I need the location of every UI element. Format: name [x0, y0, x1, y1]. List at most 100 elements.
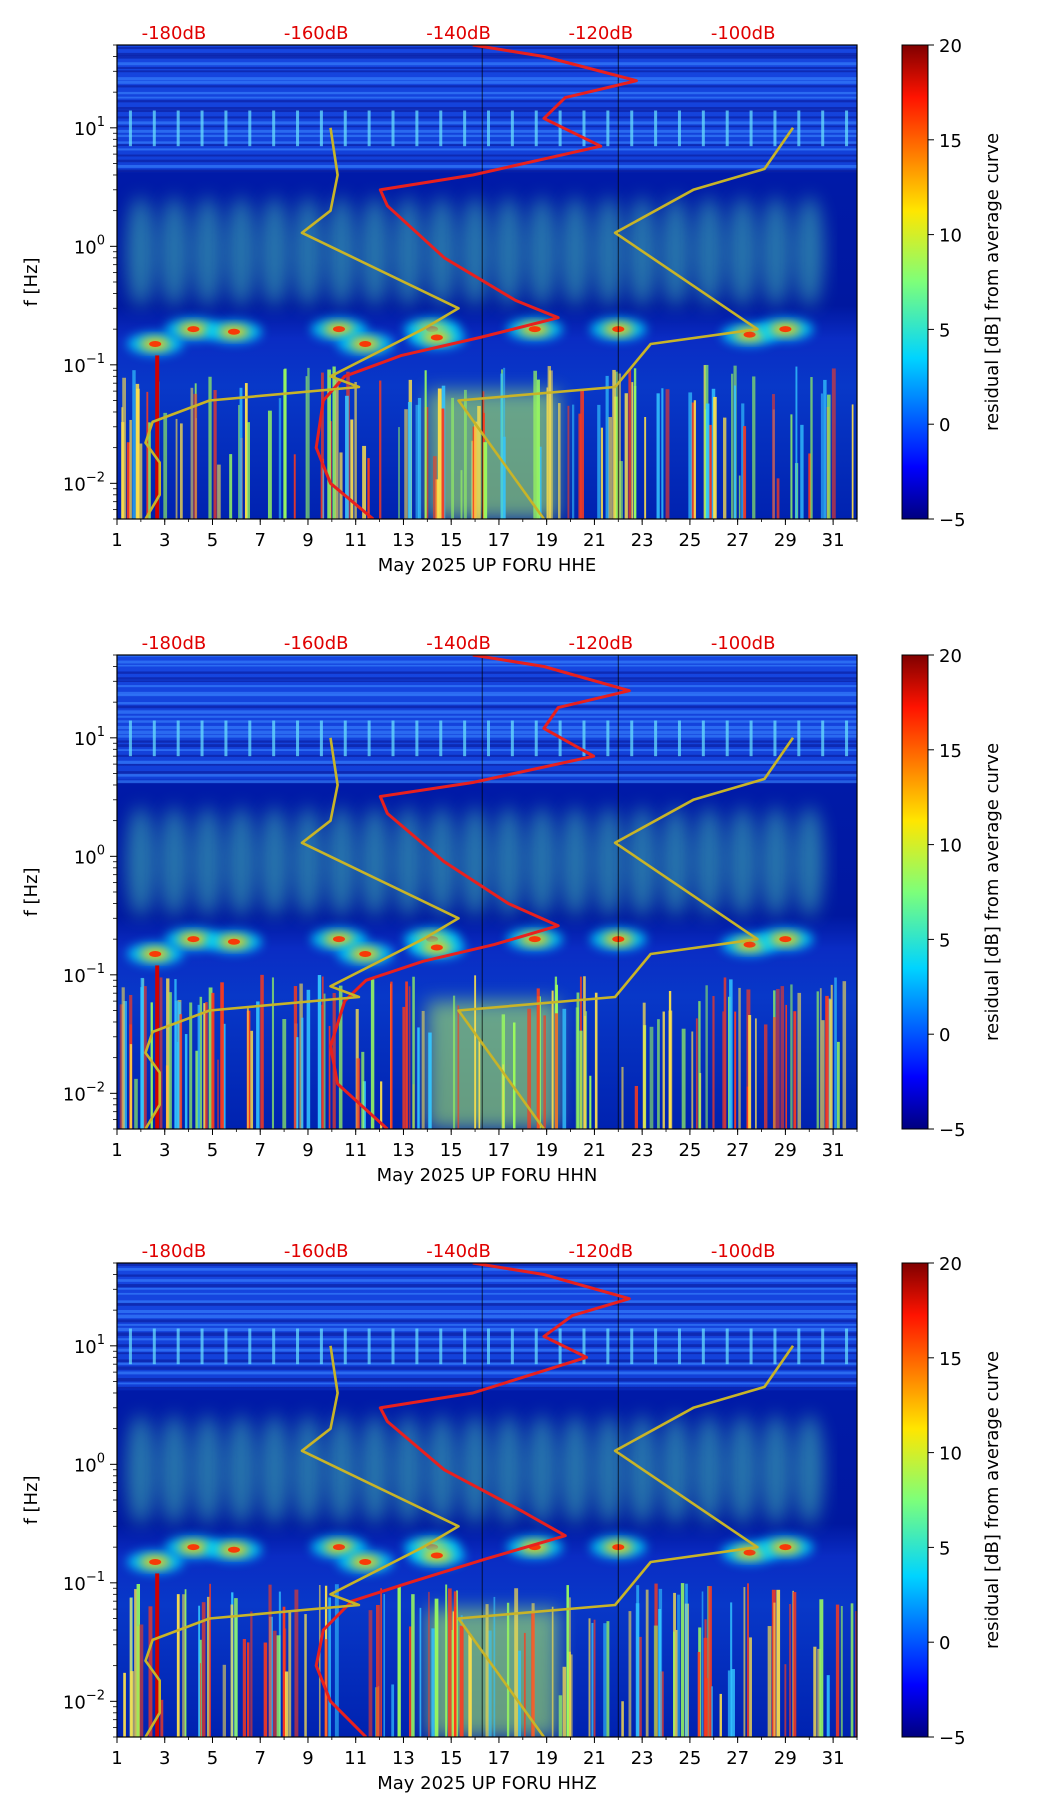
x-tick-label: 17	[487, 1140, 510, 1161]
heatmap-plume	[695, 196, 723, 307]
heatmap-band	[117, 62, 857, 66]
heatmap-streak	[354, 381, 357, 519]
heatmap-streak	[268, 1584, 272, 1737]
heatmap-streak	[208, 376, 212, 519]
heatmap-blip	[487, 110, 490, 147]
db-tick-label: -120dB	[569, 633, 634, 654]
heatmap-band	[117, 664, 857, 667]
x-tick-label: 27	[726, 530, 749, 551]
heatmap-streak	[134, 1589, 137, 1737]
heatmap-streak	[619, 461, 623, 519]
db-tick-label: -140dB	[426, 633, 491, 654]
x-tick-label: 19	[535, 1140, 558, 1161]
heatmap-band	[117, 694, 857, 697]
colorbar-tick-label: 5	[939, 1538, 950, 1559]
heatmap-streak	[661, 388, 664, 519]
heatmap-plume	[728, 1414, 757, 1525]
heatmap-streak	[368, 1610, 373, 1737]
heatmap-streak	[256, 1001, 260, 1129]
heatmap-plume	[293, 196, 322, 307]
heatmap-streak	[431, 1628, 435, 1737]
heatmap-streak	[642, 1002, 646, 1129]
heatmap-band	[117, 773, 857, 777]
heatmap-streak	[136, 388, 140, 519]
heatmap-plume	[193, 196, 222, 307]
y-tick-label: 10−2	[63, 470, 105, 495]
x-axis-label: May 2025 UP FORU HHZ	[377, 1773, 597, 1794]
heatmap-streak	[211, 992, 215, 1129]
heatmap-streak	[199, 996, 203, 1129]
heatmap-blip	[606, 110, 610, 147]
heatmap-blip	[367, 110, 371, 147]
heatmap-streak	[829, 999, 832, 1129]
heatmap-streak	[345, 395, 349, 519]
x-tick-label: 13	[392, 1748, 415, 1769]
heatmap-streak	[576, 992, 580, 1129]
heatmap-streak	[850, 1603, 854, 1737]
heatmap-streak	[306, 989, 311, 1129]
series-line-2	[144, 737, 460, 1129]
heatmap-blip	[821, 110, 825, 147]
y-axis-label: f [Hz]	[21, 257, 42, 306]
heatmap-streak	[273, 1630, 277, 1737]
heatmap-streak	[695, 1018, 698, 1129]
heatmap-band	[117, 671, 857, 674]
heatmap-blip	[463, 720, 467, 757]
heatmap-streak	[645, 1589, 649, 1737]
heatmap-blip	[152, 110, 156, 147]
heatmap-streak	[551, 990, 554, 1129]
heatmap-streak	[583, 1015, 587, 1129]
heatmap-streak	[681, 1028, 686, 1129]
heatmap-streak	[827, 394, 831, 519]
heatmap-streak	[189, 1002, 193, 1129]
heatmap-streak	[424, 370, 427, 519]
heatmap-blip	[152, 1328, 156, 1365]
y-tick-label: 100	[74, 233, 105, 258]
x-tick-label: 21	[583, 530, 606, 551]
heatmap-streak	[319, 1004, 324, 1129]
heatmap-band	[117, 80, 857, 84]
heatmap-band	[117, 1382, 857, 1385]
x-tick-label: 7	[254, 530, 265, 551]
heatmap-streak	[209, 1583, 211, 1737]
colorbar-tick-label: 5	[939, 930, 950, 951]
colorbar-tick-label: 5	[939, 320, 950, 341]
heatmap-band	[117, 159, 857, 163]
heatmap-streak	[502, 1064, 505, 1129]
heatmap-streak	[731, 1669, 735, 1737]
heatmap-streak	[705, 403, 710, 519]
db-tick-label: -180dB	[142, 633, 207, 654]
heatmap-blip	[701, 720, 705, 757]
heatmap-blip	[200, 720, 204, 757]
heatmap-plume	[461, 196, 490, 307]
heatmap-streak	[527, 1008, 532, 1129]
heatmap-blip	[773, 110, 777, 147]
heatmap-streak	[621, 1066, 624, 1129]
heatmap-streak	[234, 1598, 238, 1737]
heatmap-streak	[485, 1604, 489, 1737]
db-tick-label: -160dB	[284, 1241, 349, 1262]
heatmap-streak	[830, 984, 833, 1129]
heatmap-streak	[551, 1606, 554, 1737]
heatmap-blob	[227, 1546, 240, 1553]
heatmap-plume	[427, 1414, 456, 1525]
heatmap-streak	[278, 398, 282, 519]
heatmap-streak	[776, 988, 780, 1129]
heatmap-streak	[820, 393, 823, 519]
colorbar-gradient	[901, 44, 929, 520]
heatmap-streak	[468, 1634, 472, 1737]
x-tick-label: 11	[344, 1140, 367, 1161]
heatmap-streak	[123, 1672, 126, 1737]
heatmap-streak	[747, 1583, 749, 1737]
heatmap-streak	[579, 1030, 583, 1129]
heatmap-streak	[163, 412, 168, 519]
heatmap-blip	[248, 720, 252, 757]
heatmap-streak	[738, 475, 741, 519]
heatmap-streak	[558, 1695, 563, 1737]
heatmap-blob	[528, 936, 541, 943]
heatmap-streak	[731, 373, 734, 519]
heatmap-plume	[360, 1414, 389, 1525]
heatmap-blip	[272, 1328, 276, 1365]
db-tick-label: -100dB	[711, 23, 776, 44]
heatmap-blip	[749, 1328, 753, 1365]
